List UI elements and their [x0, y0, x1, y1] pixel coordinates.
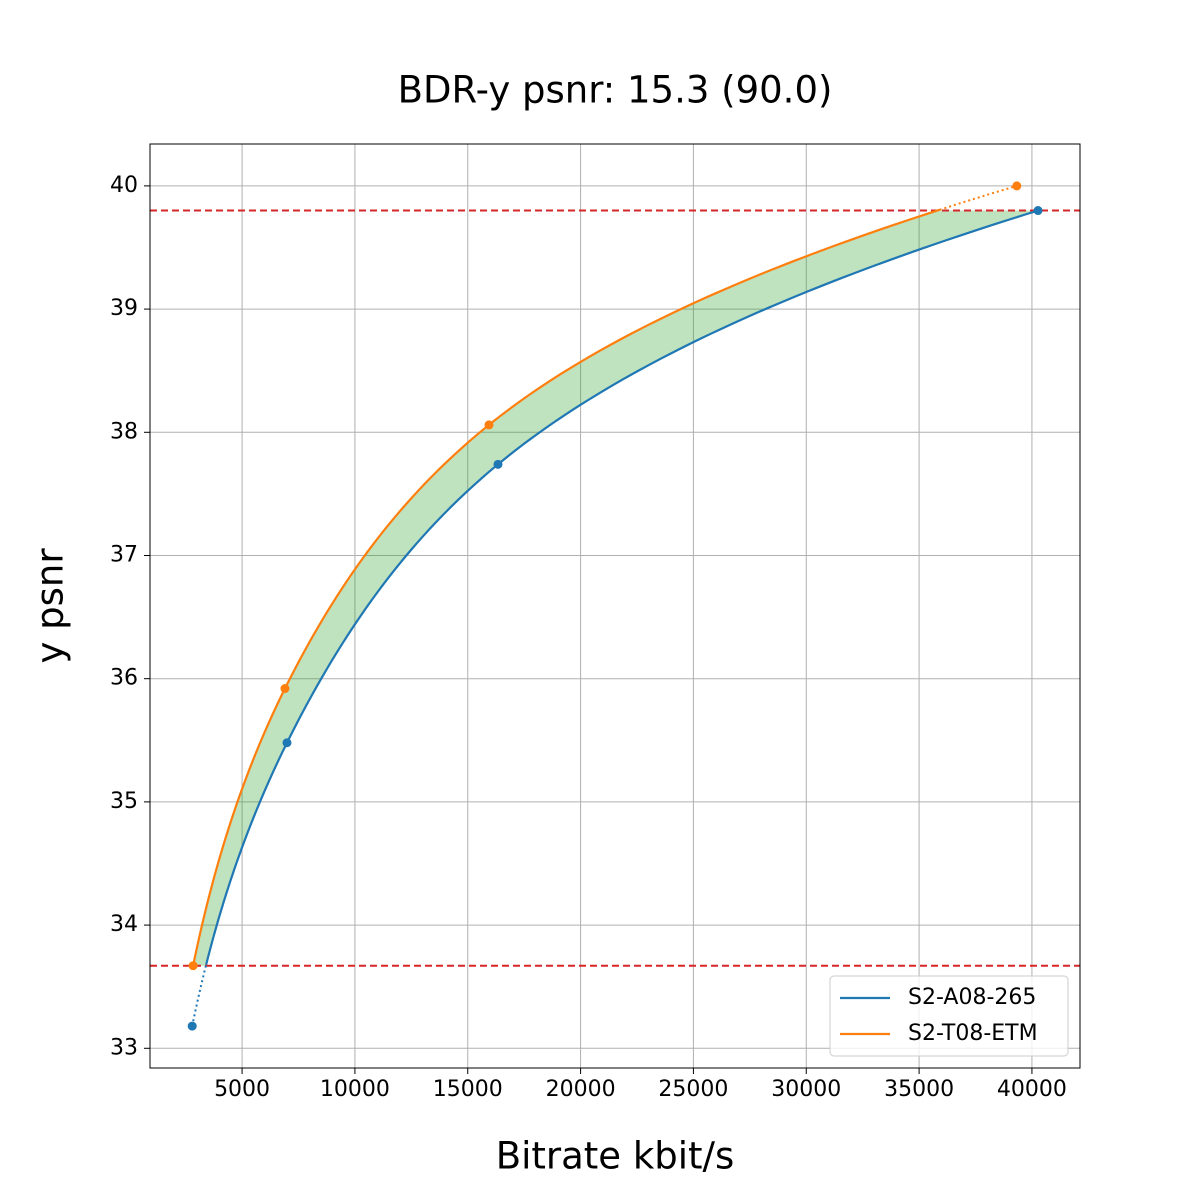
y-tick-label: 37	[110, 542, 138, 567]
plot-area	[150, 181, 1080, 1031]
x-tick-label: 20000	[546, 1077, 616, 1102]
data-point	[493, 459, 503, 469]
x-tick-label: 30000	[771, 1077, 841, 1102]
grid	[150, 144, 1080, 1068]
data-point	[280, 684, 290, 694]
data-point	[188, 961, 198, 971]
bd-area	[193, 210, 1039, 966]
legend: S2-A08-265 S2-T08-ETM	[829, 975, 1069, 1057]
x-tick-label: 5000	[214, 1077, 270, 1102]
series-line	[488, 208, 940, 426]
data-point	[282, 738, 292, 748]
x-tick-label: 15000	[433, 1077, 503, 1102]
series-line	[205, 742, 288, 965]
x-axis-label: Bitrate kbit/s	[496, 1135, 735, 1178]
data-point	[484, 420, 494, 430]
y-tick-label: 34	[110, 912, 138, 937]
data-point	[1012, 181, 1022, 191]
x-tick-label: 35000	[884, 1077, 954, 1102]
series-line	[283, 424, 490, 690]
y-tick-label: 39	[110, 296, 138, 321]
series-line	[191, 964, 208, 1027]
data-point	[1033, 206, 1043, 216]
series-line	[939, 184, 1018, 211]
y-tick-label: 33	[110, 1035, 138, 1060]
plot-frame	[149, 143, 1081, 1069]
legend-label: S2-T08-ETM	[908, 1021, 1038, 1046]
x-tick-label: 10000	[320, 1077, 390, 1102]
legend-box	[829, 975, 1069, 1057]
data-point	[187, 1021, 197, 1031]
y-tick-label: 38	[110, 419, 138, 444]
y-tick-label: 40	[110, 173, 138, 198]
legend-label: S2-A08-265	[908, 985, 1036, 1010]
series-line	[285, 463, 499, 744]
x-tick-label: 25000	[658, 1077, 728, 1102]
y-tick-label: 36	[110, 666, 138, 691]
y-axis-label: y psnr	[29, 548, 72, 664]
chart-title: BDR-y psnr: 15.3 (90.0)	[398, 69, 833, 112]
series-line	[192, 688, 286, 966]
series-line	[497, 209, 1039, 466]
x-tick-label: 40000	[997, 1077, 1067, 1102]
y-tick-label: 35	[110, 789, 138, 814]
